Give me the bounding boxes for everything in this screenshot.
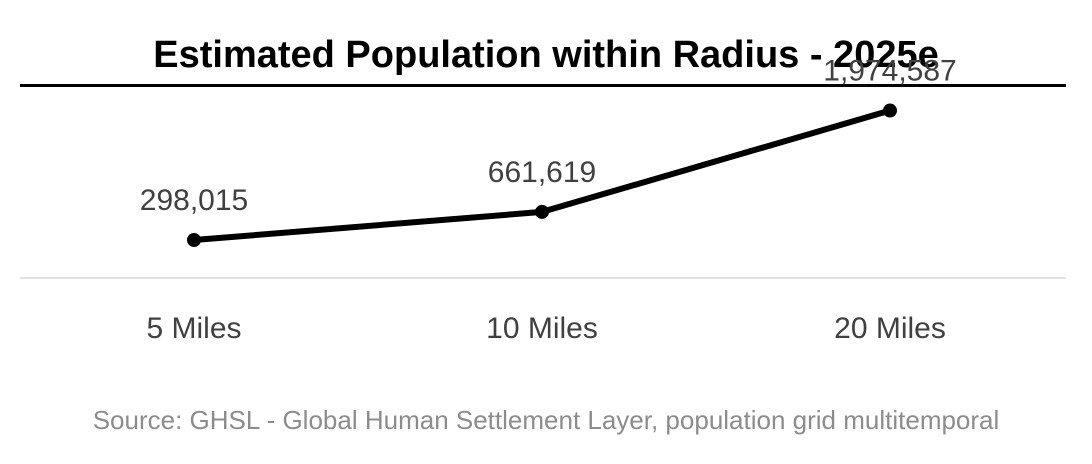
data-label: 298,015 xyxy=(140,184,248,217)
data-point xyxy=(883,103,897,118)
data-point xyxy=(535,204,549,219)
data-point xyxy=(187,232,201,247)
x-tick-label: 5 Miles xyxy=(146,312,241,345)
chart-title: Estimated Population within Radius - 202… xyxy=(153,34,939,76)
x-tick-label: 10 Miles xyxy=(486,312,598,345)
data-points xyxy=(187,103,897,247)
x-tick-label: 20 Miles xyxy=(834,312,946,345)
data-labels: 298,015 661,619 1,974,587 xyxy=(140,55,957,217)
data-label: 661,619 xyxy=(488,156,596,189)
x-tick-labels: 5 Miles 10 Miles 20 Miles xyxy=(146,312,945,345)
source-note: Source: GHSL - Global Human Settlement L… xyxy=(92,405,1000,435)
title-divider xyxy=(20,84,1066,87)
data-label: 1,974,587 xyxy=(823,55,956,88)
